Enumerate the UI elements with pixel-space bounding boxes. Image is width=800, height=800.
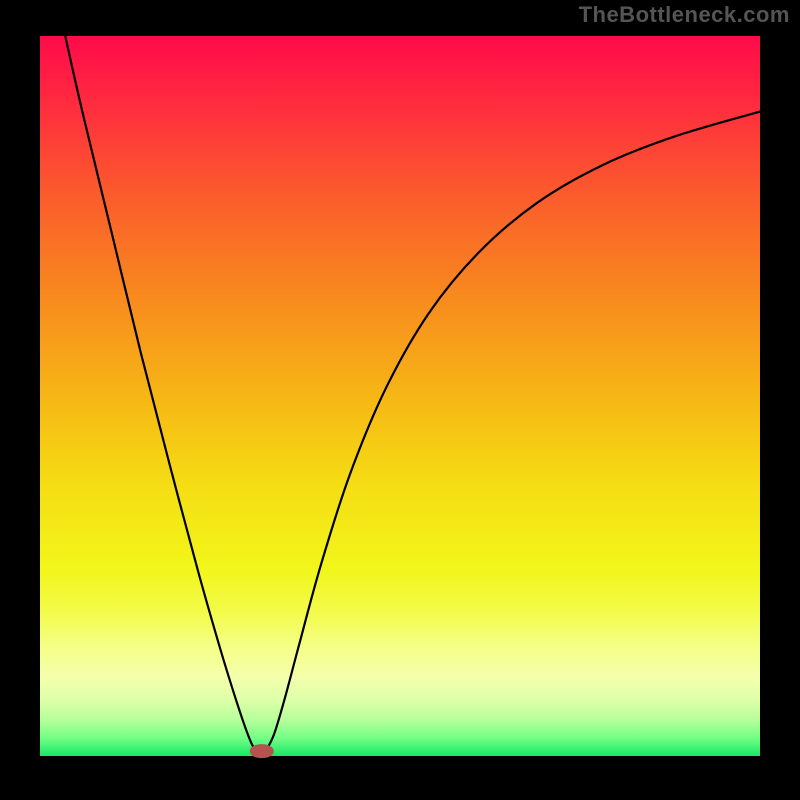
curve-right-branch — [265, 112, 760, 752]
curve-layer — [40, 36, 760, 756]
curve-left-branch — [65, 36, 257, 752]
chart-frame: TheBottleneck.com — [0, 0, 800, 800]
watermark-text: TheBottleneck.com — [579, 2, 790, 28]
plot-area — [40, 36, 760, 756]
minimum-marker — [250, 744, 274, 758]
